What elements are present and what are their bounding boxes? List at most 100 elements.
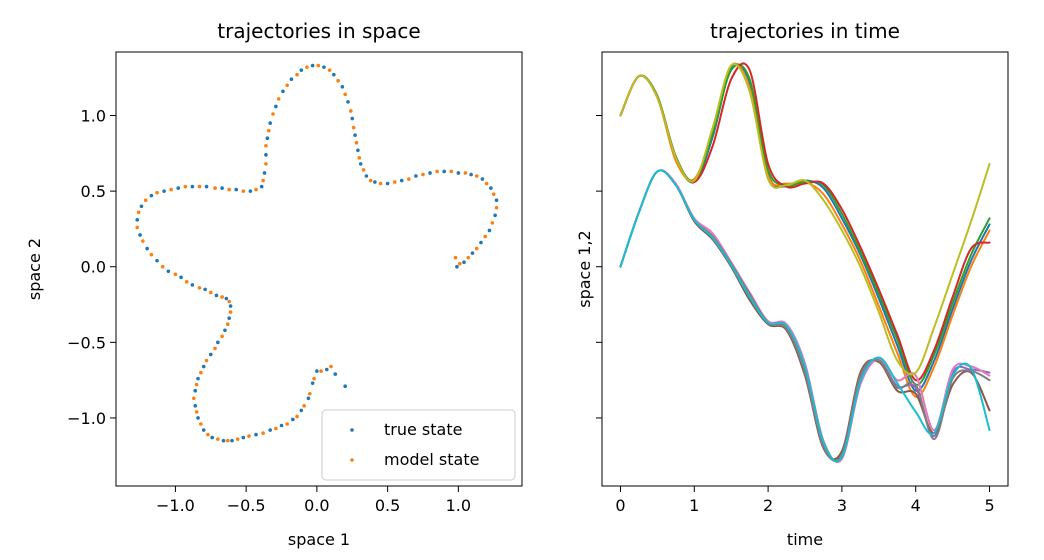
true-state-point [135,218,140,222]
legend-marker-true-state [350,428,354,432]
true-state-point [179,275,183,280]
model-state-point [184,280,189,284]
model-state-point [484,181,489,186]
true-state-point [193,404,198,408]
model-state-point [266,128,271,133]
time-plot: trajectories in time 0 1 2 3 4 5 time space 1… [575,19,1009,549]
model-state-point [183,184,188,189]
space-plot-y-tick-label: −0.5 [67,333,106,352]
time-plot-x-tick-label: 2 [763,496,773,515]
model-state-point [494,205,499,210]
time-plot-x-tick-label: 1 [689,496,699,515]
model-state-point [354,140,359,145]
model-state-point [351,125,356,130]
true-state-point [227,316,231,320]
model-state-point [220,334,224,339]
model-state-point [135,225,140,230]
true-state-point [299,68,304,72]
trajectory-line [619,63,991,376]
space-plot-points [135,63,499,443]
true-state-point [299,408,304,413]
true-state-point [310,63,315,68]
model-state-point [349,109,353,113]
true-state-point [385,181,390,186]
legend-box [321,409,516,481]
true-state-point [248,189,253,193]
true-state-point [259,184,264,189]
legend-label-model-state: model state [384,450,479,469]
space-plot-x-label: space 1 [288,530,350,549]
true-state-point [332,72,336,77]
model-state-point [407,177,411,181]
true-state-point [214,293,219,298]
model-state-point [327,68,332,72]
model-state-point [302,404,306,408]
model-state-point [213,346,217,351]
time-plot-x-tick-label: 3 [837,496,847,515]
model-state-point [264,143,268,148]
true-state-point [455,264,459,269]
model-state-point [276,97,281,101]
legend-label-true-state: true state [384,420,462,439]
model-state-point [136,210,141,215]
true-state-point [343,384,347,388]
model-state-point [466,255,471,260]
model-state-point [169,187,173,192]
true-state-point [353,133,357,137]
true-state-point [196,416,200,420]
model-state-point [295,72,299,77]
model-state-point [204,358,209,363]
true-state-point [340,84,345,89]
true-state-point [265,136,270,140]
true-state-point [315,369,319,373]
space-plot-x-tick-label: −1.0 [156,496,195,515]
true-state-point [494,198,499,202]
true-state-point [190,283,195,287]
space-plot-y-tick-label: 0.0 [81,258,106,277]
legend-marker-model-state [350,458,354,462]
true-state-point [289,77,294,82]
time-plot-x-tick-label: 5 [984,496,994,515]
model-state-point [261,431,265,435]
model-state-point [368,178,373,183]
true-state-point [241,435,246,440]
true-state-point [201,428,206,432]
space-plot-x-tick-label: −0.5 [227,496,266,515]
true-state-point [333,372,338,376]
true-state-point [268,428,272,432]
model-state-point [361,168,366,172]
space-plot-y-ticks: −1.0 −0.5 0.0 0.5 1.0 [67,107,116,428]
model-state-point [274,426,278,431]
true-state-point [479,240,483,245]
true-state-point [166,269,171,274]
true-state-point [221,438,226,443]
true-state-point [279,423,284,428]
model-state-point [155,190,159,195]
true-state-point [356,148,360,153]
true-state-point [155,258,159,263]
model-state-point [295,414,299,419]
model-state-point [160,264,165,269]
true-state-point [399,178,404,183]
space-plot-y-tick-label: 0.5 [81,182,106,201]
space-plot-y-tick-label: 1.0 [81,107,106,126]
true-state-point [322,65,326,69]
space-plot: trajectories in space −1.0 −0.5 0.0 0.5 1.0 … [25,19,523,549]
true-state-point [224,296,229,301]
true-state-point [493,213,497,218]
true-state-point [254,432,258,437]
true-state-point [216,340,220,345]
space-plot-title: trajectories in space [217,19,420,43]
true-state-point [291,417,295,422]
true-state-point [149,193,154,198]
space-plot-y-tick-label: −1.0 [67,409,106,428]
true-state-point [487,228,492,233]
model-state-point [197,286,202,290]
model-state-point [491,192,496,196]
space-plot-y-label: space 2 [25,238,44,300]
time-plot-y-label: space 1,2 [575,230,594,307]
model-state-point [285,422,289,426]
true-state-point [281,89,285,94]
model-state-point [206,432,210,437]
model-state-point [453,255,458,260]
